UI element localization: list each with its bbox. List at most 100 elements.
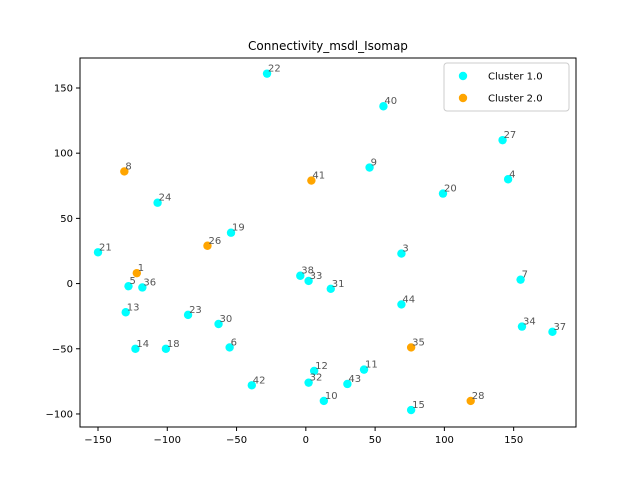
legend-label: Cluster 2.0 [488,94,543,105]
point-label-19: 19 [232,223,245,234]
data-point-14 [131,344,140,353]
point-label-18: 18 [167,339,180,350]
point-label-9: 9 [371,158,377,169]
legend-marker [458,93,468,103]
y-tick-label: 0 [67,279,73,290]
data-point-42 [247,381,256,390]
point-label-14: 14 [136,339,149,350]
data-point-40 [379,102,388,111]
data-point-7 [516,275,525,284]
point-label-10: 10 [325,391,338,402]
point-label-23: 23 [189,305,202,316]
point-label-13: 13 [127,302,140,313]
data-point-33 [304,276,313,286]
legend-marker [458,71,468,81]
y-tick-label: 50 [60,214,73,225]
y-tick-label: 150 [54,83,73,94]
point-label-30: 30 [220,314,233,325]
point-label-41: 41 [312,171,325,182]
x-tick-label: −50 [226,435,247,446]
x-tick-label: 50 [369,435,382,446]
point-label-11: 11 [365,360,378,371]
point-label-36: 36 [143,277,156,288]
y-tick-label: −100 [46,409,73,420]
point-label-33: 33 [310,271,323,282]
point-label-5: 5 [129,276,135,287]
legend: Cluster 1.0 Cluster 2.0 [443,62,570,112]
point-label-22: 22 [268,64,281,75]
point-label-35: 35 [412,337,425,348]
point-label-32: 32 [310,373,323,384]
point-label-44: 44 [402,294,415,305]
data-point-44 [397,300,406,309]
data-point-20 [438,189,448,198]
x-tick-label: 150 [504,435,523,446]
data-point-19 [226,228,236,237]
point-label-43: 43 [348,374,361,385]
data-point-30 [214,319,223,329]
point-label-42: 42 [253,375,266,386]
point-label-3: 3 [402,244,408,255]
point-label-6: 6 [231,337,237,348]
data-point-43 [343,379,352,389]
legend-box [443,62,570,112]
point-label-24: 24 [159,193,172,204]
chart-marks [93,69,557,415]
data-point-13 [121,308,130,317]
data-point-10 [319,396,329,406]
data-point-21 [93,248,103,257]
data-point-37 [548,327,557,337]
data-point-36 [138,283,147,292]
data-point-6 [225,343,234,352]
data-point-11 [359,365,369,374]
point-label-1: 1 [138,263,144,274]
legend-label: Cluster 1.0 [488,72,543,83]
x-tick-label: −150 [84,435,111,446]
point-label-20: 20 [444,184,457,195]
data-point-28 [466,396,475,406]
point-label-21: 21 [99,242,112,253]
data-point-35 [406,343,416,352]
point-label-27: 27 [504,130,517,141]
point-label-31: 31 [332,279,345,290]
point-label-12: 12 [315,361,328,372]
point-label-37: 37 [553,322,566,333]
data-point-9 [365,163,374,172]
data-point-23 [183,310,193,320]
data-point-31 [326,284,335,293]
x-tick-label: −100 [154,435,181,446]
point-label-8: 8 [125,161,131,172]
data-point-27 [498,135,507,145]
data-point-32 [304,378,313,387]
point-label-7: 7 [522,270,528,281]
point-label-4: 4 [509,169,515,180]
data-point-38 [296,271,305,280]
point-label-40: 40 [384,96,397,107]
plot-frame [79,57,577,428]
data-point-5 [124,281,133,291]
data-point-26 [203,241,212,250]
x-tick-label: 100 [435,435,454,446]
point-label-15: 15 [412,400,425,411]
y-tick-label: −50 [52,344,73,355]
y-tick-label: 100 [54,149,73,160]
data-point-15 [406,405,416,415]
data-point-8 [120,167,129,176]
axes: −150 −100 −50 0 50 100 150 −100 −50 0 50 100 150 [46,57,577,446]
data-point-12 [309,366,319,376]
data-point-24 [153,198,162,207]
chart-title: Connectivity_msdl_Isomap [248,39,408,53]
point-label-38: 38 [301,266,314,277]
data-point-41 [307,176,316,185]
data-point-18 [161,344,171,353]
point-label-34: 34 [523,317,536,328]
data-point-22 [262,69,272,78]
data-point-4 [503,175,513,184]
data-point-3 [397,249,406,258]
point-label-28: 28 [472,391,485,402]
point-label-26: 26 [208,236,221,247]
x-tick-label: 0 [303,435,309,446]
data-point-1 [132,268,142,278]
